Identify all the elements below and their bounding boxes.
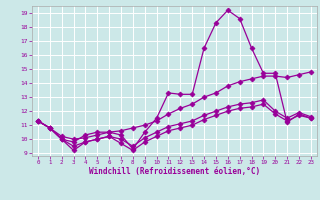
X-axis label: Windchill (Refroidissement éolien,°C): Windchill (Refroidissement éolien,°C) <box>89 167 260 176</box>
